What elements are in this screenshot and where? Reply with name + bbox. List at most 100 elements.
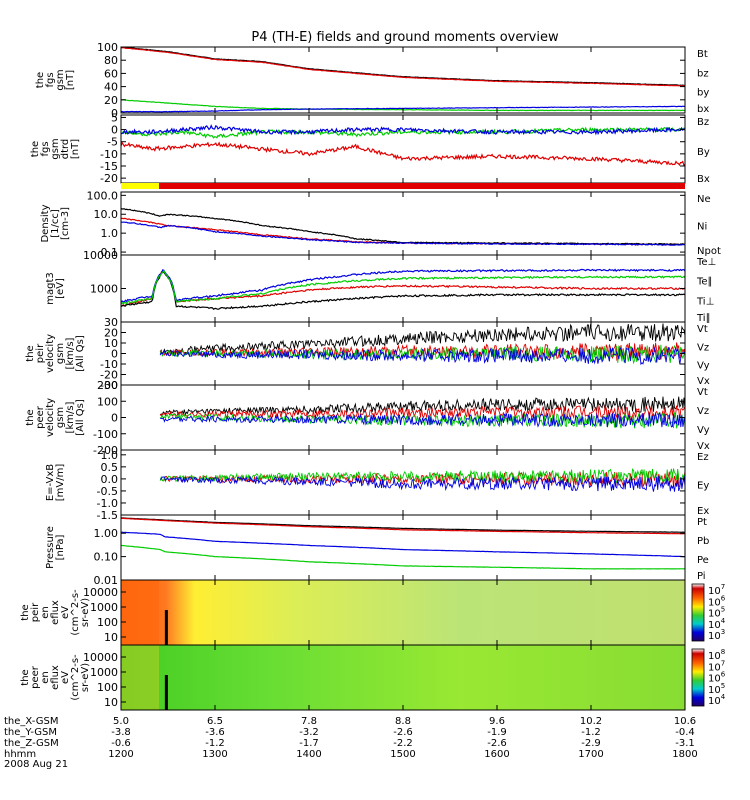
legend-Vy: Vy (697, 361, 710, 372)
data-gap-marker (164, 610, 168, 645)
panel-peer_en_eflux: the peer en eflux eV (cm^2-s-sr-eV) 1081071061… (20, 644, 726, 711)
y-tick-label: 10 (104, 337, 118, 350)
y-tick-label: -100 (93, 428, 118, 441)
y-tick-label: 1.0 (101, 227, 119, 240)
ylabel-peir_velocity: the peir velocity gsm [km/s] [All Qs] (25, 334, 86, 373)
series-line-Ey (159, 468, 685, 485)
legend-By: By (697, 147, 710, 158)
x-tick-label-y: -3.2 (299, 727, 319, 738)
y-tick-label: 10.0 (94, 208, 119, 221)
series-line-Vt (159, 323, 685, 356)
x-tick-label-x: 6.5 (207, 716, 223, 727)
y-tick-label: 100 (97, 616, 118, 629)
y-tick-label: 0 (111, 107, 118, 120)
ylabel-line: sr-eV) (80, 663, 91, 692)
ylabel-line: gsm (55, 69, 66, 90)
y-tick-label: 0 (111, 124, 118, 137)
series-line-By (121, 126, 685, 139)
series-line-Ex (159, 475, 685, 492)
y-tick-label: 10 (104, 696, 118, 709)
y-tick-label: -20 (100, 369, 118, 382)
y-tick-label: 40 (104, 81, 118, 94)
x-tick-label-y: -1.2 (581, 727, 601, 738)
colorbar-tick-label: 104 (708, 693, 726, 707)
x-tick-label-hhmm: 1400 (296, 749, 321, 760)
ylabel-line: fgs (45, 72, 56, 87)
colorbar-bar (691, 583, 705, 642)
ylabel-line: [km/s] (65, 337, 76, 369)
legend-Ey: Ey (697, 481, 709, 492)
series-line-Ni (121, 207, 685, 246)
panel-density: Density [1/cc] [cm-3] 100.0 10.0 1.0 0.1 Ne Ni Np… (40, 189, 721, 259)
y-tick-label: 60 (104, 67, 118, 80)
x-tick-label-x: 8.8 (395, 716, 411, 727)
colorbar-tick-label: 103 (708, 628, 725, 642)
x-tick-label-hhmm: 1500 (390, 749, 415, 760)
series-line-Bt (121, 47, 685, 86)
legend-Pi: Pi (697, 571, 706, 582)
series-line-Pb (121, 517, 685, 535)
ylabel-line: peir (35, 343, 46, 363)
x-tick-label-x: 9.6 (489, 716, 505, 727)
x-axis-row-label: the_Y-GSM (4, 727, 57, 738)
ylabel-line: the (30, 141, 41, 157)
ylabel-line: [km/s] (65, 401, 76, 433)
series-line-Npot (121, 221, 685, 246)
legend-Vy: Vy (697, 425, 710, 436)
y-tick-label: 0.10 (94, 551, 119, 564)
series-line-Ti∥ (121, 269, 685, 306)
ylabel-fgs_gsm_dtrend: the fgs gsm dtrd [nT] (30, 138, 81, 159)
legend-Vt: Vt (697, 387, 708, 398)
ylabel-temperature: magt3 [eV] (45, 272, 66, 305)
x-tick-label-hhmm: 1700 (578, 749, 603, 760)
heatmap-energy-shade (121, 645, 685, 710)
legend-Te⊥: Te⊥ (696, 257, 716, 268)
series-line-Te∥ (121, 271, 685, 310)
series-line-Vx (159, 346, 685, 366)
panel-pressure: Pressure [nPa] 1.00 0.10 0.01 Pt Pb Pe Pi (45, 514, 709, 587)
x-tick-label-y: -0.4 (675, 727, 695, 738)
legend-Ex: Ex (697, 506, 709, 517)
traces-temperature (121, 268, 685, 310)
series-line-Ti⊥ (121, 268, 685, 303)
legend-Pt: Pt (697, 517, 707, 528)
ylabel-line: en (40, 606, 51, 619)
ylabel-line: [All Qs] (75, 335, 86, 372)
mode-bar-fast (159, 183, 685, 189)
x-tick-label-x: 10.6 (674, 716, 696, 727)
series-line-Pt (121, 517, 685, 533)
legend-Pb: Pb (697, 536, 709, 547)
ylabel-line: gsm (55, 407, 66, 428)
ylabel-line: the (25, 409, 36, 425)
y-tick-label: -0.5 (97, 485, 118, 498)
ylabel-line: the (35, 72, 46, 88)
y-tick-label: -15 (100, 160, 118, 173)
ylabel-line: (cm^2-s- (70, 589, 81, 636)
legend-Ne: Ne (697, 194, 711, 205)
legend-by: by (697, 88, 709, 99)
mode-bar-slow (121, 183, 159, 189)
ylabel-line: peer (35, 405, 46, 429)
legend-Ti∥: Ti∥ (696, 313, 711, 324)
y-tick-label: 0.0 (101, 473, 119, 486)
series-line-Pi (121, 531, 685, 558)
ylabel-line: sr-eV) (80, 598, 91, 627)
ylabel-line: [All Qs] (75, 399, 86, 436)
x-axis-row-label: hhmm (4, 749, 36, 760)
y-tick-label: -1.5 (97, 509, 118, 522)
ylabel-line: peer (30, 665, 41, 689)
panel-frame (120, 191, 686, 256)
ylabel-line: gsm (55, 343, 66, 364)
y-tick-label: -10 (100, 358, 118, 371)
ylabel-line: the (20, 669, 31, 685)
y-tick-label: 0 (111, 412, 118, 425)
traces-fgs_gsm_dtrend (121, 124, 685, 167)
legend-Bx: Bx (697, 174, 710, 185)
ylabel-line: gsm (50, 138, 61, 159)
ylabel-line: eflux (50, 600, 61, 625)
x-axis-row-label: the_Z-GSM (4, 738, 59, 749)
ylabel-line: [mV/m] (55, 464, 66, 502)
panel-fgs_gsm_dtrend: the fgs gsm dtrd [nT] 50-5-10-15-20 Bz By Bx (30, 111, 710, 185)
ylabel-peer_en_eflux: the peer en eflux eV (cm^2-s-sr-eV) (20, 654, 91, 701)
